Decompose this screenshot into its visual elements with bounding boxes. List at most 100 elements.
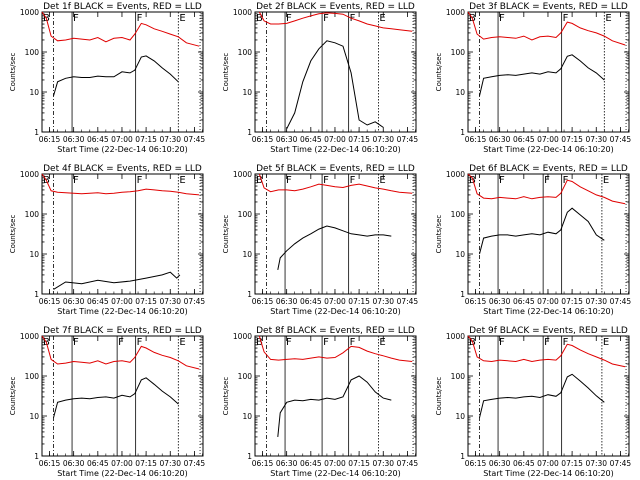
x-tick-label: 06:15 [252, 459, 274, 468]
y-tick-label: 1 [34, 290, 39, 299]
events-series-line [479, 54, 605, 97]
x-tick-label: 07:15 [561, 135, 583, 144]
y-axis-label: Counts/sec [435, 215, 443, 254]
x-axis-label: Start Time (22-Dec-14 06:10:20) [483, 145, 614, 154]
detector-panel: Det 9f BLACK = Events, RED = LLD 1 10 100 10… [435, 326, 631, 478]
detector-panel: Det 8f BLACK = Events, RED = LLD 1 10 100 10… [222, 326, 418, 478]
detector-panel: Det 5f BLACK = Events, RED = LLD 1 10 100 10… [222, 164, 418, 316]
x-tick-label: 07:00 [537, 135, 559, 144]
plot-frame [254, 11, 417, 133]
x-tick-label: 07:45 [184, 459, 206, 468]
detector-panel: Det 4f BLACK = Events, RED = LLD 1 10 100 10… [9, 164, 205, 316]
x-axis-label: Start Time (22-Dec-14 06:10:20) [483, 307, 614, 316]
x-tick-label: 06:15 [39, 297, 61, 306]
panel-title: Det 3f BLACK = Events, RED = LLD [469, 2, 628, 12]
plot-frame [467, 335, 630, 457]
x-axis-label: Start Time (22-Dec-14 06:10:20) [57, 307, 188, 316]
lld-series-line [258, 173, 413, 194]
segment-label: F [323, 337, 329, 348]
y-tick-label: 1 [247, 128, 252, 137]
y-tick-label: 10 [242, 250, 252, 259]
panel-title: Det 8f BLACK = Events, RED = LLD [256, 326, 415, 336]
x-tick-label: 06:45 [87, 135, 109, 144]
x-tick-label: 07:00 [111, 135, 133, 144]
y-tick-label: 10 [29, 412, 39, 421]
segment-label: E [179, 175, 185, 186]
segment-label: E [603, 175, 609, 186]
segment-label: E [379, 13, 385, 24]
y-tick-label: 1000 [233, 170, 252, 179]
x-tick-label: 07:30 [372, 135, 394, 144]
detector-panel: Det 2f BLACK = Events, RED = LLD 1 10 100 10… [222, 2, 418, 154]
segment-label: B [256, 337, 263, 348]
segment-label: E [179, 13, 185, 24]
x-tick-label: 07:00 [324, 459, 346, 468]
segment-label: F [323, 13, 329, 24]
panel-title: Det 5f BLACK = Events, RED = LLD [256, 164, 415, 174]
x-tick-label: 06:15 [39, 135, 61, 144]
x-tick-label: 06:15 [39, 459, 61, 468]
y-tick-label: 100 [451, 48, 466, 57]
x-tick-label: 07:00 [537, 459, 559, 468]
panel-title: Det 4f BLACK = Events, RED = LLD [43, 164, 202, 174]
y-tick-label: 1 [34, 452, 39, 461]
y-tick-label: 1000 [20, 8, 39, 17]
events-series-line [286, 40, 384, 130]
y-tick-label: 100 [451, 210, 466, 219]
x-axis-label: Start Time (22-Dec-14 06:10:20) [483, 469, 614, 478]
segment-label: F [73, 337, 79, 348]
panel-title: Det 7f BLACK = Events, RED = LLD [43, 326, 202, 336]
y-axis-label: Counts/sec [9, 53, 17, 92]
x-tick-label: 07:00 [537, 297, 559, 306]
y-tick-label: 100 [451, 372, 466, 381]
segment-label: B [256, 13, 263, 24]
panel-title: Det 9f BLACK = Events, RED = LLD [469, 326, 628, 336]
segment-label: F [286, 13, 292, 24]
x-tick-label: 07:00 [324, 135, 346, 144]
y-axis-label: Counts/sec [435, 53, 443, 92]
x-tick-label: 07:00 [111, 297, 133, 306]
x-tick-label: 06:30 [489, 297, 511, 306]
y-tick-label: 100 [25, 210, 40, 219]
panel-title: Det 6f BLACK = Events, RED = LLD [469, 164, 628, 174]
x-tick-label: 06:15 [465, 297, 487, 306]
y-tick-label: 100 [238, 372, 253, 381]
events-series-line [277, 375, 392, 437]
x-tick-label: 06:30 [276, 135, 298, 144]
y-tick-label: 1000 [446, 332, 465, 341]
segment-label: E [379, 175, 385, 186]
lld-series-line [258, 335, 413, 362]
x-tick-label: 06:15 [465, 135, 487, 144]
x-tick-label: 06:30 [276, 297, 298, 306]
y-tick-label: 10 [455, 88, 465, 97]
x-tick-label: 07:45 [610, 459, 632, 468]
events-series-line [53, 377, 179, 418]
x-tick-label: 06:30 [63, 297, 85, 306]
segment-label: F [137, 175, 143, 186]
y-tick-label: 1000 [446, 8, 465, 17]
segment-label: F [563, 175, 569, 186]
segment-label: F [286, 337, 292, 348]
events-series-line [277, 225, 392, 270]
y-axis-label: Counts/sec [435, 377, 443, 416]
x-tick-label: 07:00 [111, 459, 133, 468]
y-axis-label: Counts/sec [222, 377, 230, 416]
y-tick-label: 1000 [446, 170, 465, 179]
lld-series-line [258, 11, 413, 32]
segment-label: E [605, 13, 611, 24]
x-tick-label: 07:15 [348, 459, 370, 468]
y-tick-label: 10 [455, 412, 465, 421]
y-tick-label: 1 [460, 128, 465, 137]
segment-label: F [73, 175, 79, 186]
plot-frame [254, 173, 417, 295]
x-tick-label: 06:45 [513, 135, 535, 144]
detector-panel: Det 7f BLACK = Events, RED = LLD 1 10 100 10… [9, 326, 205, 478]
lld-series-line [467, 11, 626, 46]
x-tick-label: 06:45 [300, 297, 322, 306]
events-series-line [53, 271, 181, 290]
x-tick-label: 07:30 [159, 297, 181, 306]
y-axis-label: Counts/sec [222, 53, 230, 92]
y-axis-label: Counts/sec [9, 215, 17, 254]
panel-title: Det 1f BLACK = Events, RED = LLD [43, 2, 202, 12]
